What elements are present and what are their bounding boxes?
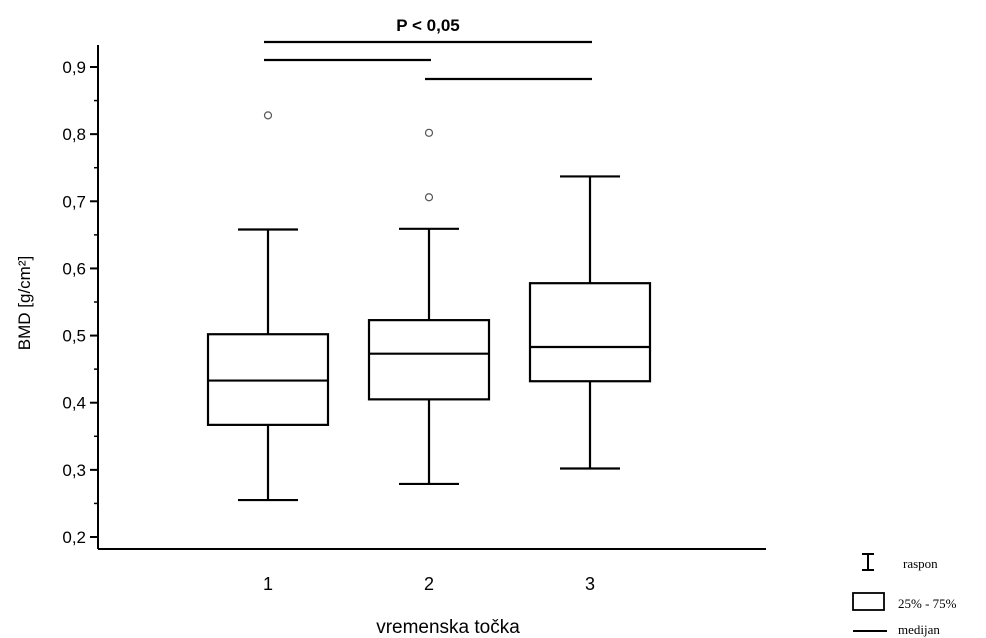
boxes xyxy=(206,111,652,502)
y-tick-label: 0,7 xyxy=(62,192,86,211)
legend-box-icon xyxy=(852,592,885,611)
outlier-point xyxy=(424,128,434,137)
y-tick-label: 0,8 xyxy=(62,125,86,144)
y-tick-label: 0,5 xyxy=(62,327,86,346)
significance-bars xyxy=(264,40,592,81)
y-tick-label: 0,3 xyxy=(62,461,86,480)
legend-label-range: raspon xyxy=(903,556,938,571)
legend-label-median: medijan xyxy=(898,622,940,637)
significance-label: P < 0,05 xyxy=(396,16,460,35)
legend: raspon 25% - 75% medijan xyxy=(852,553,957,637)
x-tick-label: 3 xyxy=(585,574,595,594)
y-tick-label: 0,9 xyxy=(62,58,86,77)
x-axis-label: vremenska točka xyxy=(376,617,520,638)
outlier-point xyxy=(424,193,434,202)
y-tick-label: 0,4 xyxy=(62,394,86,413)
x-tick-label: 1 xyxy=(263,574,273,594)
box-group xyxy=(206,111,330,502)
y-tick-label: 0,2 xyxy=(62,528,86,547)
legend-label-box: 25% - 75% xyxy=(898,596,957,611)
y-tick-label: 0,6 xyxy=(62,259,86,278)
iqr-box xyxy=(367,319,491,401)
legend-whisker-icon xyxy=(862,553,874,571)
y-axis-label: BMD [g/cm²] xyxy=(15,256,34,350)
outlier-point xyxy=(263,111,273,120)
x-tick-label: 2 xyxy=(424,574,434,594)
box-group xyxy=(528,175,652,470)
iqr-box xyxy=(528,282,652,383)
box-group xyxy=(367,128,491,486)
axes: 0,2 0,3 0,4 0,5 0,6 0,7 0,8 0,9 1 2 3 xyxy=(62,45,766,594)
